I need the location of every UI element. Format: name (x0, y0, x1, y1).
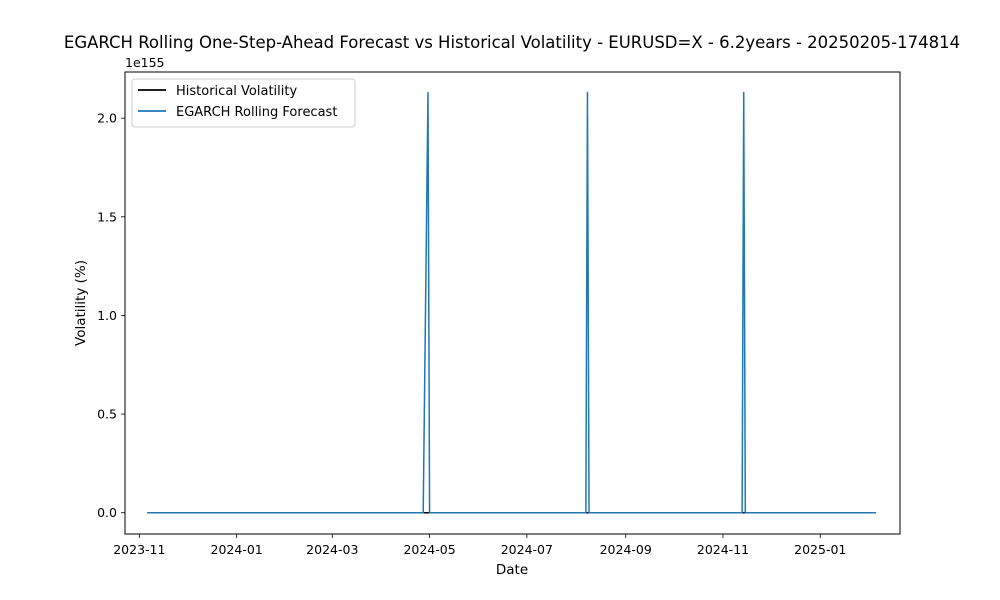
plot-frame (124, 71, 901, 535)
y-tick-label: 1.0 (97, 308, 117, 323)
legend-label-historical: Historical Volatility (176, 84, 297, 99)
x-tick-label: 2024-01 (211, 542, 263, 557)
y-tick-label: 1.5 (97, 209, 117, 224)
chart-title: EGARCH Rolling One-Step-Ahead Forecast v… (64, 33, 960, 52)
y-axis: 0.0 0.5 1.0 1.5 2.0 (97, 111, 125, 520)
y-tick-label: 2.0 (97, 111, 117, 126)
x-tick-label: 2025-01 (794, 542, 846, 557)
x-axis-label: Date (496, 562, 528, 578)
x-tick-label: 2024-05 (403, 542, 455, 557)
y-axis-label: Volatility (%) (73, 260, 89, 346)
x-tick-label: 2023-11 (113, 542, 165, 557)
legend-label-forecast: EGARCH Rolling Forecast (176, 105, 337, 120)
legend: Historical Volatility EGARCH Rolling For… (131, 78, 356, 128)
x-tick-label: 2024-07 (501, 542, 553, 557)
series-line-egarch-rolling-forecast (147, 91, 877, 514)
x-tick-label: 2024-11 (697, 542, 749, 557)
x-axis: 2023-11 2024-01 2024-03 2024-05 2024-07 2024-… (113, 534, 846, 557)
y-offset-label: 1e155 (125, 55, 165, 70)
legend-frame (131, 78, 356, 128)
x-tick-label: 2024-09 (600, 542, 652, 557)
y-tick-label: 0.0 (97, 505, 117, 520)
y-tick-label: 0.5 (97, 407, 117, 422)
x-tick-label: 2024-03 (306, 542, 358, 557)
series-layer (147, 91, 877, 514)
